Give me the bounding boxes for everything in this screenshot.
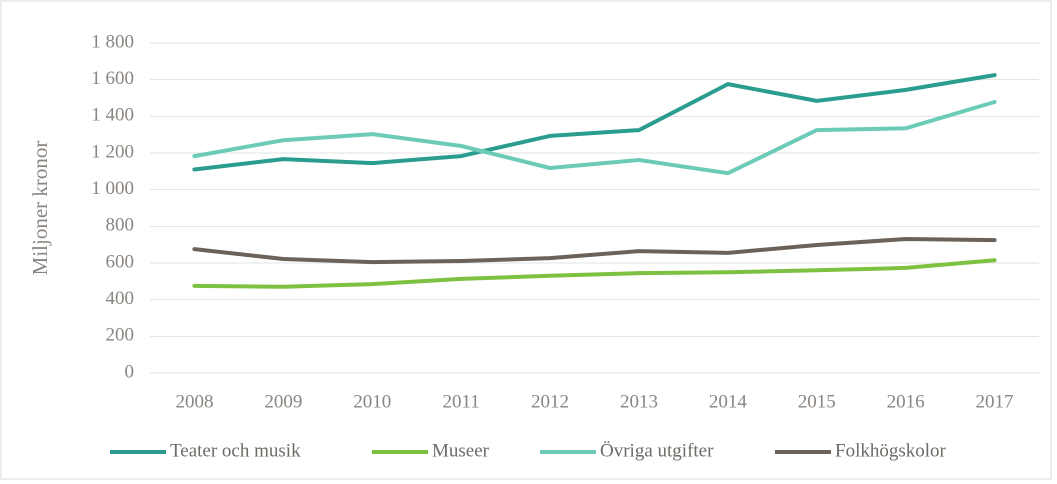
series-line [192, 258, 997, 289]
x-tick-label: 2017 [976, 391, 1014, 412]
y-tick-label: 1 000 [91, 178, 134, 199]
y-tick-label: 1 600 [91, 68, 134, 89]
legend-label: Övriga utgifter [600, 440, 714, 461]
y-tick-label: 1 800 [91, 31, 134, 52]
series-line [192, 73, 997, 172]
series-line [192, 237, 997, 265]
x-tick-label: 2009 [264, 391, 302, 412]
y-tick-label: 800 [106, 215, 135, 236]
y-tick-label: 400 [106, 288, 135, 309]
x-tick-label: 2008 [175, 391, 213, 412]
legend: Teater och musik Museer Övriga utgifter Fol… [110, 440, 947, 461]
x-tick-label: 2010 [353, 391, 391, 412]
x-tick-label: 2014 [709, 391, 748, 412]
y-tick-label: 1 200 [91, 141, 134, 162]
y-tick-label: 1 400 [91, 105, 134, 126]
y-tick-label: 600 [106, 251, 135, 272]
series-line [192, 100, 997, 176]
legend-label: Teater och musik [170, 440, 301, 461]
x-tick-label: 2016 [887, 391, 925, 412]
y-tick-label: 200 [106, 325, 135, 346]
x-tick-label: 2012 [531, 391, 569, 412]
y-tick-label: 0 [125, 361, 135, 382]
x-tick-label: 2015 [798, 391, 836, 412]
y-axis-label: Miljoner kronor [28, 141, 52, 276]
legend-label: Museer [432, 440, 490, 461]
x-tick-label: 2011 [443, 391, 480, 412]
x-tick-label: 2013 [620, 391, 658, 412]
legend-label: Folkhögskolor [835, 440, 947, 461]
